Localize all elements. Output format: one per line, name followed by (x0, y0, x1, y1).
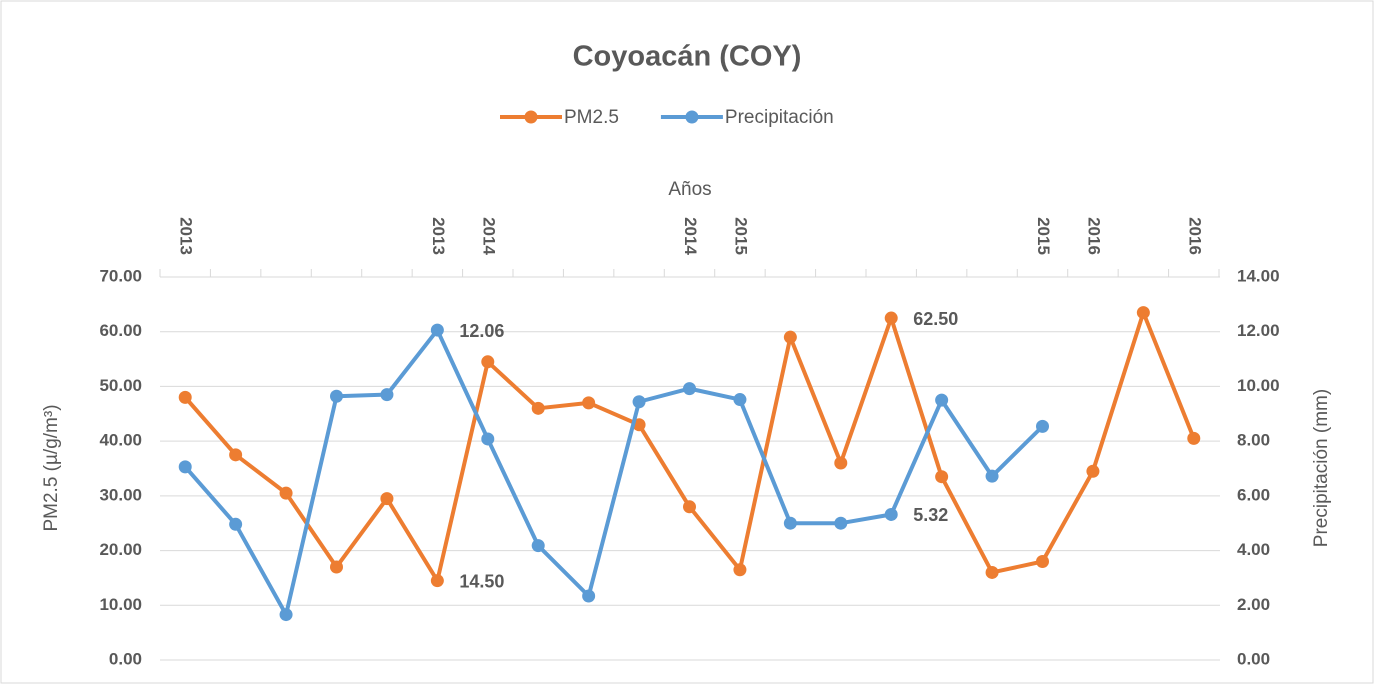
data-point (1036, 419, 1049, 433)
data-point (330, 389, 343, 403)
data-point (430, 323, 444, 337)
data-point (733, 393, 747, 407)
y-tick-label: 60.00 (99, 321, 142, 340)
data-point (985, 469, 999, 483)
data-label: 12.06 (459, 321, 504, 341)
data-point (1136, 306, 1150, 320)
y2-tick-label: 0.00 (1237, 649, 1270, 668)
data-point (531, 401, 545, 415)
data-point (783, 516, 797, 530)
legend-label: PM2.5 (564, 107, 619, 128)
data-point (330, 560, 343, 574)
y2-axis-title: Precipitación (mm) (1311, 389, 1332, 547)
y-axis-title: PM2.5 (µ/g/m³) (41, 404, 62, 531)
data-point (481, 432, 495, 446)
y2-tick-label: 14.00 (1237, 266, 1280, 285)
x-tick-label: 2016 (1084, 217, 1103, 255)
data-point (279, 486, 293, 500)
data-point (279, 608, 293, 622)
y-tick-label: 70.00 (99, 266, 142, 285)
data-point (683, 382, 696, 396)
y2-tick-label: 4.00 (1237, 540, 1270, 559)
y2-tick-label: 2.00 (1237, 595, 1270, 614)
data-label: 14.50 (459, 571, 504, 591)
y-tick-label: 20.00 (99, 540, 142, 559)
y-tick-label: 30.00 (99, 485, 142, 504)
x-tick-label: 2016 (1185, 217, 1204, 255)
data-point (178, 460, 192, 474)
y-tick-label: 50.00 (99, 376, 142, 395)
data-point (935, 393, 949, 407)
data-point (834, 516, 848, 530)
x-axis-title: Años (668, 179, 711, 200)
data-point (1187, 431, 1201, 445)
y2-tick-label: 10.00 (1237, 376, 1280, 395)
y-tick-label: 10.00 (99, 595, 142, 614)
legend-marker (524, 110, 538, 124)
data-point (884, 311, 898, 325)
y-tick-label: 0.00 (109, 649, 142, 668)
data-point (178, 390, 192, 404)
data-point (582, 589, 596, 603)
data-point (1036, 555, 1049, 569)
chart-title: Coyoacán (COY) (573, 41, 802, 73)
x-tick-label: 2015 (731, 217, 750, 255)
y2-tick-label: 12.00 (1237, 321, 1280, 340)
legend-label: Precipitación (725, 107, 834, 128)
data-point (481, 355, 495, 369)
x-tick-label: 2013 (177, 217, 196, 255)
legend-marker (685, 110, 699, 124)
data-point (985, 565, 999, 579)
series-line (183, 328, 1044, 617)
data-point (531, 539, 545, 553)
data-point (733, 563, 747, 577)
data-point (884, 507, 898, 521)
data-point (582, 396, 596, 410)
data-label: 5.32 (913, 505, 948, 525)
data-point (935, 470, 949, 484)
y2-tick-label: 6.00 (1237, 485, 1270, 504)
data-point (834, 456, 848, 470)
data-point (430, 574, 444, 588)
data-label: 62.50 (913, 309, 958, 329)
data-point (1086, 464, 1100, 478)
data-point (683, 500, 696, 514)
y-tick-label: 40.00 (99, 431, 142, 450)
y2-tick-label: 8.00 (1237, 431, 1270, 450)
data-point (783, 330, 797, 344)
data-point (380, 492, 394, 506)
x-tick-label: 2014 (681, 217, 700, 255)
data-point (632, 395, 646, 409)
x-tick-label: 2015 (1034, 217, 1053, 255)
data-point (380, 388, 394, 402)
x-tick-label: 2014 (479, 217, 498, 255)
x-tick-label: 2013 (429, 217, 448, 255)
data-point (229, 517, 243, 531)
data-point (229, 448, 243, 462)
